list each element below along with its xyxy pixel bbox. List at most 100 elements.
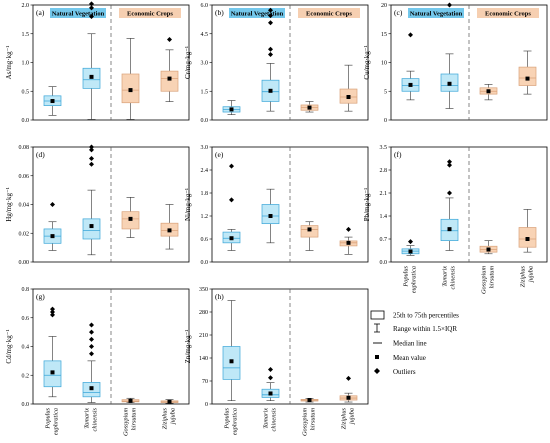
category-label: Populus [403, 265, 410, 287]
outlier-marker [50, 202, 55, 207]
box-series-3 [121, 38, 140, 120]
box-series-3 [121, 197, 140, 238]
category-label-line2: chinensis [92, 407, 99, 431]
box-series-2 [440, 159, 459, 251]
category-label: Tamarix [263, 408, 270, 429]
mean-marker [408, 82, 413, 87]
outlier-marker [89, 329, 94, 335]
mean-marker [307, 398, 312, 403]
y-tick-label: 2.1 [380, 191, 388, 197]
economic-crops-tag [119, 8, 181, 18]
y-tick-label: 0 [384, 118, 387, 124]
outlier-marker [50, 312, 55, 318]
mean-marker [50, 370, 55, 375]
mean-marker [268, 214, 273, 218]
outlier-marker [447, 2, 452, 8]
mean-marker [408, 249, 413, 254]
outlier-marker [229, 163, 234, 169]
y-tick-label: 0 [205, 402, 208, 408]
y-tick-label: 210 [199, 333, 208, 339]
legend-box-label: 25th to 75th percentiles [393, 312, 459, 320]
outlier-marker [229, 197, 234, 203]
mean-marker [307, 105, 312, 110]
outlier-marker [408, 239, 413, 245]
y-tick-label: 5 [384, 89, 387, 95]
y-tick-label: 0.6 [201, 237, 209, 243]
y-tick-label: 2.0 [22, 3, 30, 9]
mean-marker [346, 240, 351, 245]
outlier-marker [268, 20, 273, 26]
y-tick-label: 20 [381, 3, 387, 9]
natural-vegetation-tag [408, 8, 464, 18]
box-series-1 [43, 86, 62, 116]
category-label-line2: hirsutum [310, 408, 317, 431]
economic-crops-tag [298, 8, 360, 18]
iqr-box [518, 66, 537, 86]
category-label: Tamarix [84, 408, 91, 429]
mean-marker [447, 81, 452, 86]
y-axis-label: Pb/mg·kg⁻¹ [363, 188, 371, 221]
legend-median-label: Median line [393, 340, 427, 348]
box-series-4 [160, 399, 179, 404]
mean-marker [447, 227, 452, 232]
category-label-line2: euphratica [411, 266, 418, 293]
y-tick-label: 350 [199, 287, 208, 293]
y-tick-label: 4.5 [201, 32, 209, 38]
y-tick-label: 0.0 [201, 260, 209, 266]
mean-marker [486, 247, 491, 252]
category-label-line2: jujuba [170, 408, 177, 425]
natural-vegetation-tag [229, 8, 285, 18]
box-series-2 [261, 188, 280, 244]
box-series-2 [82, 322, 101, 403]
category-label-line2: hirsutum [489, 266, 496, 289]
category-label: Populus [45, 407, 52, 429]
outlier-marker [268, 367, 273, 372]
mean-marker [525, 76, 530, 81]
y-tick-label: 0.0 [201, 118, 209, 124]
y-tick-label: 0.0 [22, 402, 30, 408]
outlier-marker [89, 147, 94, 153]
y-tick-label: 0.02 [19, 231, 30, 237]
y-tick-label: 0.04 [19, 203, 30, 209]
y-tick-label: 1.8 [201, 191, 209, 197]
legend-mean-label: Mean value [393, 354, 426, 362]
y-tick-label: 6.0 [201, 3, 209, 9]
mean-marker [167, 228, 172, 233]
mean-marker [525, 237, 530, 241]
box-series-2 [440, 2, 459, 109]
economic-crops-tag-label: Economic Crops [306, 11, 352, 18]
box-series-1 [222, 163, 241, 251]
box-series-3 [300, 398, 319, 403]
y-tick-label: 3.0 [201, 61, 209, 67]
category-label-line2: euphratica [53, 408, 60, 435]
mean-marker [89, 224, 94, 229]
panel-f: 0.0 0.7 1.4 2.1 2.8 3.5 Pb/mg·kg⁻¹ (f) Populus eu… [363, 145, 548, 294]
box-series-1 [401, 32, 420, 101]
y-tick-label: 1.4 [380, 214, 388, 220]
panel-b: 0.0 1.5 3.0 4.5 6.0 Cr/mg·kg⁻¹ (b) Natural Vege… [184, 3, 369, 124]
outlier-marker [89, 1, 94, 7]
panel-label: (a) [36, 8, 45, 17]
y-tick-label: 0.0 [22, 118, 30, 124]
mean-marker [128, 398, 133, 403]
legend-outlier-label: Outliers [393, 368, 416, 376]
panels-layer: 0.0 0.5 1.0 1.5 2.0 As/mg·kg⁻¹ (a) Natural Vege… [5, 1, 548, 436]
legend-mean-swatch [375, 355, 379, 359]
outlier-marker [346, 226, 351, 232]
outlier-marker [89, 144, 94, 150]
y-axis-label: Ni/mg·kg⁻¹ [184, 188, 192, 221]
iqr-box [160, 70, 179, 92]
category-label: Ziziphus [162, 407, 169, 429]
category-label: Populus [224, 407, 231, 429]
mean-marker [268, 391, 273, 396]
outlier-marker [447, 190, 452, 196]
outlier-marker [268, 13, 273, 19]
panel-label: (g) [36, 292, 45, 301]
mean-marker [89, 74, 94, 79]
y-tick-label: 0.7 [380, 237, 388, 243]
box-series-4 [339, 375, 358, 403]
box-series-1 [222, 100, 241, 115]
mean-marker [346, 95, 351, 99]
natural-vegetation-tag [50, 8, 106, 18]
y-tick-label: 0.08 [19, 145, 30, 151]
